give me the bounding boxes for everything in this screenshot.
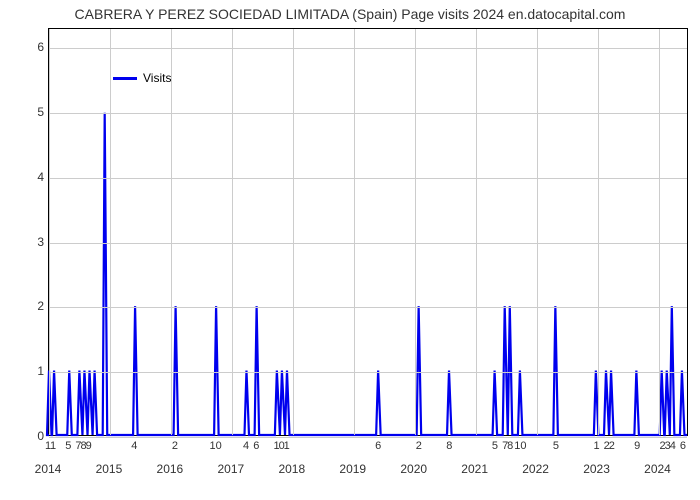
gridline-h [49,307,687,308]
xtick-minor: 2 [609,440,615,452]
xtick-minor: 5 [492,440,498,452]
xtick-year: 2019 [339,462,366,476]
xtick-minor: 4 [243,440,249,452]
xtick-year: 2022 [522,462,549,476]
ytick-label: 2 [37,299,44,313]
gridline-h [49,437,687,438]
visits-line [47,113,687,435]
xtick-minor: 4 [670,440,676,452]
xtick-minor: 4 [131,440,137,452]
chart-title: CABRERA Y PEREZ SOCIEDAD LIMITADA (Spain… [0,6,700,22]
gridline-h [49,243,687,244]
xtick-year: 2015 [96,462,123,476]
xtick-minor: 2 [416,440,422,452]
xtick-year: 2023 [583,462,610,476]
gridline-v [110,29,111,435]
line-svg [49,29,687,435]
gridline-h [49,48,687,49]
gridline-h [49,113,687,114]
xtick-minor: 1 [50,440,56,452]
xtick-year: 2018 [278,462,305,476]
xtick-year: 2014 [35,462,62,476]
ytick-label: 0 [37,429,44,443]
ytick-label: 1 [37,364,44,378]
xtick-minor: 5 [553,440,559,452]
xtick-minor: 9 [634,440,640,452]
xtick-year: 2024 [644,462,671,476]
gridline-v [171,29,172,435]
gridline-v [232,29,233,435]
chart-container: CABRERA Y PEREZ SOCIEDAD LIMITADA (Spain… [0,0,700,500]
xtick-minor: 1 [594,440,600,452]
xtick-minor: 1 [284,440,290,452]
gridline-v [293,29,294,435]
gridline-h [49,178,687,179]
ytick-label: 4 [37,170,44,184]
ytick-label: 3 [37,235,44,249]
xtick-minor: 8 [507,440,513,452]
xtick-minor: 9 [86,440,92,452]
plot-area: Visits [48,28,688,436]
xtick-minor: 6 [375,440,381,452]
gridline-v [49,29,50,435]
xtick-minor: 10 [209,440,221,452]
ytick-label: 6 [37,40,44,54]
xtick-minor: 5 [65,440,71,452]
gridline-v [476,29,477,435]
xtick-minor: 10 [514,440,526,452]
xtick-year: 2020 [400,462,427,476]
xtick-year: 2016 [157,462,184,476]
xtick-minor: 8 [446,440,452,452]
xtick-year: 2017 [217,462,244,476]
xtick-minor: 6 [680,440,686,452]
xtick-year: 2021 [461,462,488,476]
gridline-v [354,29,355,435]
gridline-v [415,29,416,435]
ytick-label: 5 [37,105,44,119]
gridline-v [659,29,660,435]
xtick-minor: 2 [172,440,178,452]
gridline-h [49,372,687,373]
gridline-v [598,29,599,435]
xtick-minor: 6 [253,440,259,452]
gridline-v [537,29,538,435]
